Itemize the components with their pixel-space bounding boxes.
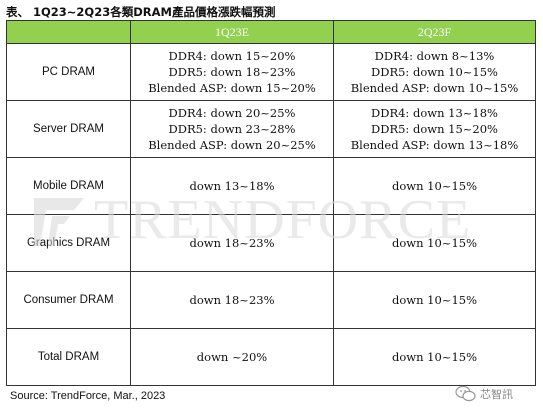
table-body: PC DRAM DDR4: down 15~20% DDR5: down 18~23… [6,43,536,386]
table-row: Graphics DRAM down 18~23% down 10~15% [6,214,536,272]
header-1q23e: 1Q23E [130,20,334,44]
cell-line: down 13~18% [189,179,275,193]
row-category: Mobile DRAM [6,157,131,215]
wechat-icon [455,385,476,402]
row-category: Consumer DRAM [6,271,131,329]
cell-2q23f: down 10~15% [333,328,536,386]
cell-1q23e: down 18~23% [130,214,334,272]
wechat-badge: 芯智訊 [455,384,513,404]
row-category: PC DRAM [6,43,131,101]
table-title: 表、 1Q23~2Q23各類DRAM產品價格漲跌幅預測 [6,5,276,19]
row-category: Total DRAM [6,328,131,386]
table-header-row: 1Q23E 2Q23F [6,20,536,44]
cell-line: DDR5: down 10~15% [371,65,498,79]
cell-1q23e: DDR4: down 20~25% DDR5: down 23~28% Blende… [130,100,334,158]
cell-line: Blended ASP: down 20~25% [148,138,316,152]
cell-line: down 10~15% [391,179,478,193]
cell-line: Blended ASP: down 15~20% [148,81,316,95]
cell-line: down 10~15% [391,236,478,250]
cell-2q23f: down 10~15% [333,157,536,215]
row-category: Server DRAM [6,100,131,158]
cell-line: down 10~15% [391,350,478,364]
cell-line: DDR5: down 23~28% [168,122,296,136]
wechat-label: 芯智訊 [480,388,513,401]
cell-line: DDR4: down 15~20% [168,49,296,63]
cell-line: down 18~23% [189,293,275,307]
cell-line: down 18~23% [189,236,275,250]
cell-line: DDR4: down 8~13% [374,49,495,63]
table-row: Total DRAM down ~20% down 10~15% [6,328,536,386]
header-2q23f: 2Q23F [333,20,536,44]
cell-line: DDR4: down 20~25% [168,106,296,120]
cell-line: DDR5: down 15~20% [371,122,498,136]
cell-1q23e: DDR4: down 15~20% DDR5: down 18~23% Blende… [130,43,334,101]
row-category: Graphics DRAM [6,214,131,272]
cell-line: Blended ASP: down 10~15% [350,81,519,95]
cell-1q23e: down 18~23% [130,271,334,329]
source-note: Source: TrendForce, Mar., 2023 [10,390,166,402]
table-row: Mobile DRAM down 13~18% down 10~15% [6,157,536,215]
cell-line: down ~20% [196,350,268,364]
cell-line: Blended ASP: down 13~18% [350,138,519,152]
cell-2q23f: DDR4: down 13~18% DDR5: down 15~20% Blende… [333,100,536,158]
price-forecast-table-wrapper: 1Q23E 2Q23F PC DRAM DDR4: down 15~20% DDR5… [6,20,536,386]
cell-1q23e: down ~20% [130,328,334,386]
cell-line: down 10~15% [391,293,478,307]
price-forecast-table: 1Q23E 2Q23F PC DRAM DDR4: down 15~20% DDR5… [6,20,536,386]
cell-line: DDR5: down 18~23% [168,65,296,79]
cell-2q23f: down 10~15% [333,214,536,272]
cell-2q23f: DDR4: down 8~13% DDR5: down 10~15% Blended… [333,43,536,101]
table-row: Consumer DRAM down 18~23% down 10~15% [6,271,536,329]
header-category [6,20,131,44]
cell-line: DDR4: down 13~18% [371,106,498,120]
table-row: Server DRAM DDR4: down 20~25% DDR5: down 2… [6,100,536,158]
cell-1q23e: down 13~18% [130,157,334,215]
table-row: PC DRAM DDR4: down 15~20% DDR5: down 18~23… [6,43,536,101]
cell-2q23f: down 10~15% [333,271,536,329]
